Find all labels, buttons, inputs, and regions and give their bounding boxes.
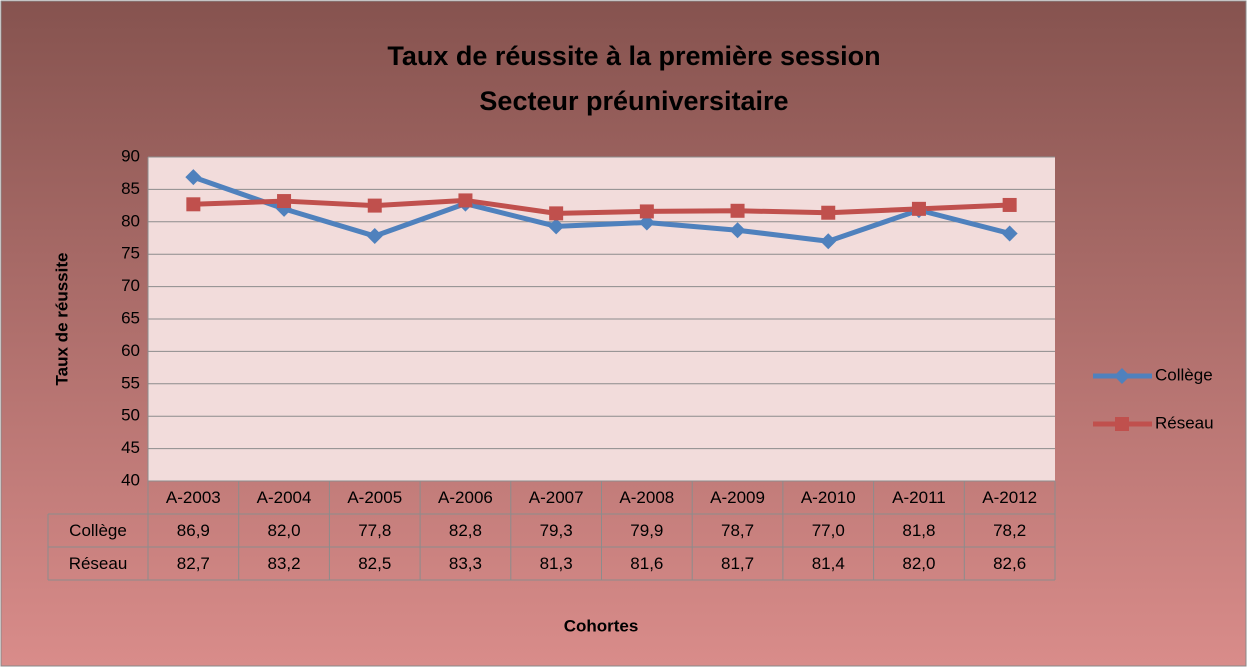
table-cell: 77,0 <box>812 521 845 540</box>
x-tick-label: A-2005 <box>347 488 402 507</box>
table-cell: 82,8 <box>449 521 482 540</box>
marker <box>549 206 564 221</box>
marker <box>1002 197 1017 212</box>
legend-label: Collège <box>1155 365 1213 384</box>
x-tick-label: A-2006 <box>438 488 493 507</box>
x-tick-label: A-2010 <box>801 488 856 507</box>
legend-marker <box>1115 417 1129 431</box>
y-tick-label: 80 <box>121 211 140 230</box>
table-cell: 81,4 <box>812 554 845 573</box>
chart-subtitle: Secteur préuniversitaire <box>479 86 788 116</box>
x-tick-label: A-2009 <box>710 488 765 507</box>
table-row-label: Réseau <box>69 554 128 573</box>
y-tick-label: 85 <box>121 179 140 198</box>
x-tick-label: A-2003 <box>166 488 221 507</box>
table-row-label: Collège <box>69 521 127 540</box>
marker <box>366 228 383 245</box>
marker <box>458 193 473 208</box>
x-tick-label: A-2011 <box>892 488 946 507</box>
marker <box>911 201 926 216</box>
table-cell: 82,5 <box>358 554 391 573</box>
marker <box>277 194 292 209</box>
marker <box>186 197 201 212</box>
table-cell: 82,0 <box>902 554 935 573</box>
table-cell: 82,7 <box>177 554 210 573</box>
x-axis-label: Cohortes <box>564 616 639 635</box>
y-tick-label: 75 <box>121 244 140 263</box>
legend-marker <box>1114 368 1130 384</box>
table-cell: 82,0 <box>268 521 301 540</box>
legend-label: Réseau <box>1155 413 1214 432</box>
table-cell: 81,6 <box>630 554 663 573</box>
marker <box>729 222 746 239</box>
marker <box>730 203 745 218</box>
chart-title: Taux de réussite à la première session <box>387 41 880 71</box>
y-axis-label: Taux de réussite <box>52 253 71 386</box>
table-cell: 81,3 <box>540 554 573 573</box>
table-cell: 79,3 <box>540 521 573 540</box>
x-tick-label: A-2012 <box>982 488 1037 507</box>
y-tick-label: 40 <box>121 470 140 489</box>
marker <box>820 233 837 250</box>
table-cell: 83,2 <box>268 554 301 573</box>
y-tick-label: 55 <box>121 373 140 392</box>
x-tick-label: A-2007 <box>529 488 584 507</box>
table-cell: 81,8 <box>902 521 935 540</box>
table-cell: 78,7 <box>721 521 754 540</box>
y-tick-label: 50 <box>121 406 140 425</box>
x-tick-label: A-2008 <box>619 488 674 507</box>
series-line <box>193 197 1010 216</box>
series-line <box>192 174 1011 244</box>
table-cell: 83,3 <box>449 554 482 573</box>
y-tick-label: 65 <box>121 308 140 327</box>
marker <box>185 169 202 186</box>
y-tick-label: 45 <box>121 438 140 457</box>
table-cell: 78,2 <box>993 521 1026 540</box>
table-cell: 77,8 <box>358 521 391 540</box>
marker <box>639 204 654 219</box>
y-tick-label: 60 <box>121 341 140 360</box>
marker <box>367 198 382 213</box>
marker <box>1001 225 1018 242</box>
table-cell: 86,9 <box>177 521 210 540</box>
table-cell: 81,7 <box>721 554 754 573</box>
marker <box>638 214 655 231</box>
marker <box>548 218 565 235</box>
table-cell: 82,6 <box>993 554 1026 573</box>
y-tick-label: 90 <box>121 146 140 165</box>
y-tick-label: 70 <box>121 276 140 295</box>
x-tick-label: A-2004 <box>257 488 312 507</box>
table-cell: 79,9 <box>630 521 663 540</box>
marker <box>821 205 836 220</box>
